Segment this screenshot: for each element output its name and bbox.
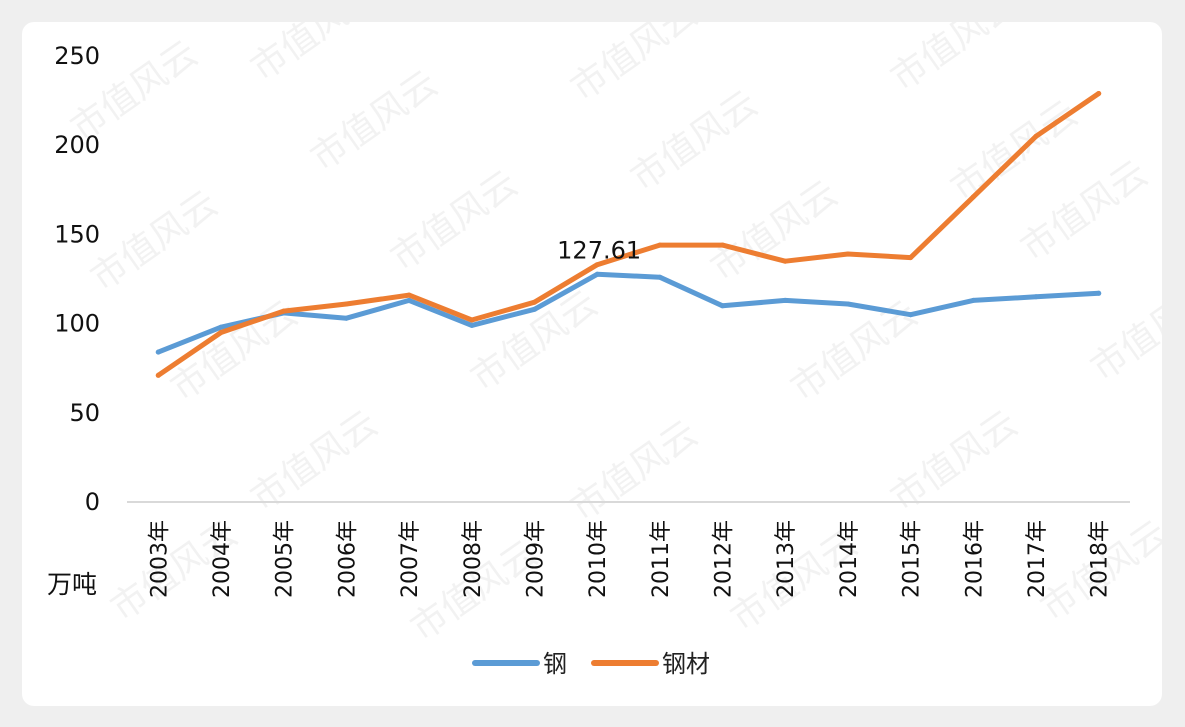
x-tick-label: 2003年 — [147, 520, 172, 598]
data-point — [720, 242, 725, 248]
watermark-text: 市值风云 — [244, 22, 385, 89]
data-label: 127.61 — [557, 236, 641, 264]
data-point — [532, 306, 537, 312]
data-point — [594, 271, 600, 277]
data-point — [720, 303, 725, 309]
x-tick-label: 2006年 — [335, 520, 360, 598]
series-line-steel-products — [155, 91, 1102, 378]
x-tick-label: 2004年 — [210, 520, 235, 598]
data-point — [218, 330, 224, 335]
data-point — [532, 299, 537, 305]
legend-label: 钢 — [543, 650, 567, 678]
y-axis-unit-label: 万吨 — [47, 570, 97, 599]
y-tick-label: 50 — [69, 399, 100, 427]
data-point — [155, 349, 161, 355]
watermark-text: 市值风云 — [564, 413, 705, 529]
x-tick-label: 2007年 — [398, 520, 423, 598]
data-point — [343, 301, 349, 307]
y-axis: 0 50 100 150 200 250 — [54, 42, 100, 516]
x-tick-label: 2012年 — [712, 520, 737, 598]
data-point — [469, 317, 475, 323]
data-point — [1033, 294, 1039, 300]
data-point — [845, 251, 851, 257]
data-point — [1096, 290, 1102, 296]
annotation-layer: 127.61 — [557, 236, 641, 264]
data-point — [1033, 133, 1039, 139]
watermark-text: 市值风云 — [384, 163, 525, 279]
data-point — [845, 301, 851, 307]
x-tick-label: 2017年 — [1025, 520, 1050, 598]
watermark-text: 市值风云 — [1084, 273, 1162, 389]
watermark-text: 市值风云 — [884, 22, 1025, 99]
y-tick-label: 0 — [85, 488, 100, 516]
data-point — [970, 297, 976, 303]
watermark-text: 市值风云 — [784, 293, 925, 409]
data-point — [469, 322, 475, 328]
watermark-text: 市值风云 — [944, 93, 1085, 209]
watermark-text: 市值风云 — [84, 183, 225, 299]
watermark-text: 市值风云 — [704, 173, 845, 289]
y-tick-label: 250 — [54, 42, 100, 70]
series-layer — [155, 91, 1102, 378]
watermark-text: 市值风云 — [1014, 153, 1155, 269]
data-point — [406, 292, 412, 298]
watermark-text: 市值风云 — [304, 63, 445, 179]
x-tick-label: 2005年 — [273, 520, 298, 598]
data-point — [908, 312, 914, 318]
y-tick-label: 100 — [54, 310, 100, 338]
data-point — [782, 297, 788, 303]
x-tick-label: 2013年 — [774, 520, 799, 598]
data-point — [594, 262, 600, 268]
data-point — [782, 258, 788, 264]
x-tick-label: 2018年 — [1088, 520, 1113, 598]
x-axis: 2003年 2004年 2005年 2006年 2007年 2008年 2009年 2010年… — [147, 520, 1112, 598]
legend: 钢 钢材 — [472, 650, 710, 678]
data-point — [657, 242, 663, 248]
x-tick-label: 2008年 — [461, 520, 486, 598]
watermark-text: 市值风云 — [624, 83, 765, 199]
data-point — [406, 297, 412, 303]
data-point — [155, 372, 161, 378]
chart-card: 市值风云 市值风云 市值风云 市值风云 市值风云 市值风云 市值风云 市值风云 市值风云 市值风云… — [22, 0, 1185, 706]
data-point — [218, 324, 224, 330]
data-point — [657, 274, 663, 280]
data-point — [1096, 91, 1102, 96]
x-tick-label: 2014年 — [837, 520, 862, 598]
data-point — [908, 255, 914, 261]
y-tick-label: 150 — [54, 220, 100, 248]
data-point — [343, 315, 349, 321]
data-point — [970, 194, 976, 200]
x-tick-label: 2010年 — [586, 520, 611, 598]
y-tick-label: 200 — [54, 131, 100, 159]
x-tick-label: 2009年 — [523, 520, 548, 598]
x-tick-label: 2011年 — [649, 520, 674, 598]
x-tick-label: 2015年 — [900, 520, 925, 598]
x-tick-label: 2016年 — [962, 520, 987, 598]
legend-label: 钢材 — [662, 650, 710, 678]
series-line-steel — [155, 271, 1102, 355]
data-point — [281, 308, 287, 314]
watermark-text: 市值风云 — [564, 22, 705, 109]
